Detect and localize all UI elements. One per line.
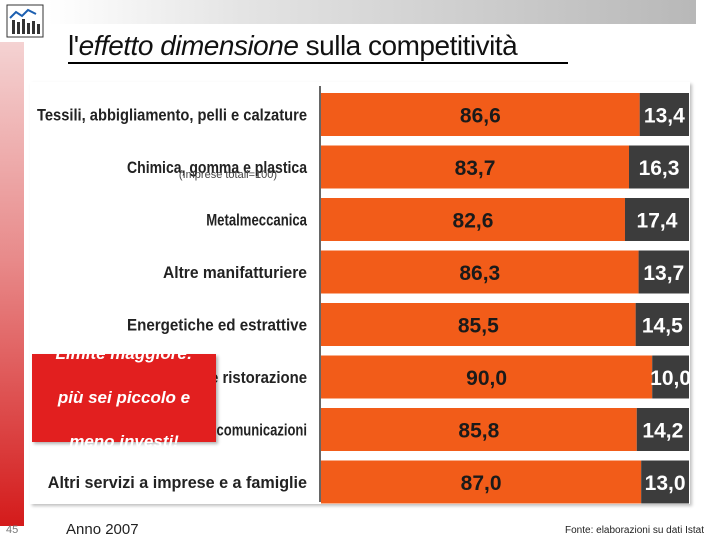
year-label: Anno 2007	[66, 521, 139, 538]
bar-segment-primary	[321, 460, 642, 504]
bar-segment-primary	[321, 303, 636, 346]
bar-segment-primary	[321, 93, 640, 136]
category-label: Altri servizi a imprese e a famiglie	[48, 473, 307, 492]
data-label: 14,5	[642, 315, 683, 338]
bar-segment-secondary	[629, 145, 689, 189]
logo-icon	[6, 4, 44, 38]
callout-box: Limite maggiore: più sei piccolo e meno in…	[32, 344, 216, 451]
slide-title: l'effetto dimensione sulla competitività	[68, 30, 518, 61]
title-emphasis: effetto dimensione	[78, 30, 299, 61]
callout-line-2: più sei piccolo e	[57, 387, 191, 407]
side-stripe	[0, 42, 24, 526]
callout-line-3: meno investi!	[69, 432, 179, 452]
bar-segment-primary	[321, 250, 639, 294]
title-underline	[68, 62, 568, 64]
data-label: 86,6	[460, 105, 501, 128]
data-label: 13,7	[643, 262, 684, 285]
data-label: 90,0	[466, 367, 507, 390]
bar-segment-secondary	[624, 198, 689, 241]
bar-segment-secondary	[636, 408, 689, 451]
bar-segment-secondary	[639, 93, 689, 136]
data-label: 87,0	[461, 472, 502, 495]
bar-segment-primary	[321, 145, 630, 189]
category-label: Altre manifatturiere	[163, 263, 307, 282]
category-label: Chimica, gomma e plastica	[127, 158, 307, 177]
data-label: 86,3	[459, 262, 500, 285]
data-label: 82,6	[453, 210, 494, 233]
bar-segment-secondary	[641, 460, 689, 504]
data-label: 16,3	[639, 157, 680, 180]
data-label: 13,4	[644, 105, 685, 128]
source-note: Fonte: elaborazioni su dati Istat	[565, 525, 704, 536]
bar-segment-secondary	[635, 303, 689, 346]
category-label: Tessili, abbigliamento, pelli e calzatur…	[37, 106, 307, 125]
header-bar	[48, 0, 696, 24]
category-label: Metalmeccanica	[206, 211, 307, 230]
data-label: 14,2	[642, 420, 683, 443]
data-label: 17,4	[637, 210, 678, 233]
bar-segment-primary	[321, 198, 625, 241]
data-label: 85,8	[458, 420, 499, 443]
category-label: Energetiche ed estrattive	[127, 316, 307, 335]
bar-segment-secondary	[638, 250, 689, 294]
overlap-label: (Imprese totali=100)	[179, 169, 277, 181]
callout-line-1: Limite maggiore:	[55, 343, 193, 363]
data-label: 85,5	[458, 315, 499, 338]
bar-segment-primary	[321, 355, 653, 399]
data-label: 10,0	[650, 367, 690, 390]
bar-segment-secondary	[652, 355, 689, 399]
data-label: 13,0	[645, 472, 686, 495]
data-label: 83,7	[455, 157, 496, 180]
bar-segment-primary	[321, 408, 637, 451]
slide-number: 45	[6, 524, 19, 536]
